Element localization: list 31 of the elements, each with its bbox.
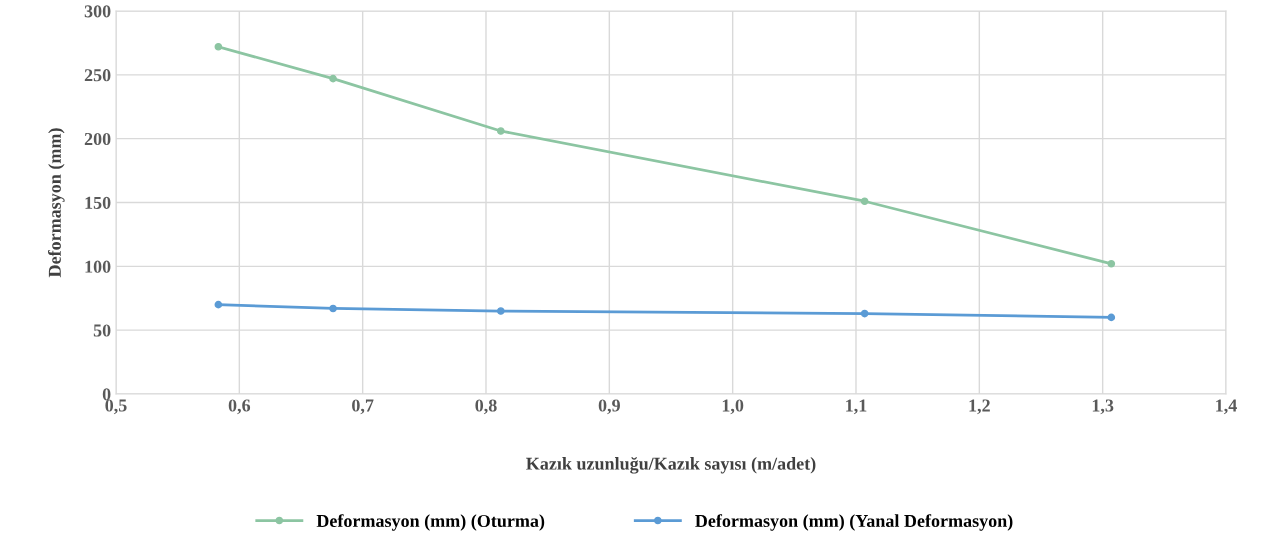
- y-axis-title: Deformasyon (mm): [48, 128, 65, 278]
- point: [214, 42, 223, 51]
- point: [214, 300, 223, 309]
- y-tick-label: 250: [84, 69, 111, 82]
- x-tick-label: 1,2: [969, 399, 990, 415]
- point: [496, 307, 505, 315]
- x-axis-title: Kazık uzunluğu/Kazık sayısı (m/adet): [526, 456, 816, 474]
- y-tick-label: 200: [84, 132, 111, 146]
- x-tick-label: 0,9: [598, 399, 620, 415]
- x-tick-label: 1,0: [722, 399, 744, 415]
- point: [496, 127, 505, 135]
- point: [1107, 259, 1116, 268]
- x-tick-label: 0,8: [475, 399, 497, 415]
- point: [1107, 313, 1116, 322]
- y-tick-label: 150: [85, 196, 111, 209]
- y-tick-label: 50: [93, 324, 111, 337]
- legend-label: Deformasyon (mm) (Oturma): [316, 514, 545, 531]
- x-tick-label: 0,5: [105, 399, 127, 415]
- point: [329, 74, 337, 83]
- x-tick-label: 0,7: [352, 399, 374, 415]
- x-tick-label: 0,6: [228, 399, 251, 415]
- point: [329, 304, 337, 313]
- x-tick-label: 1,3: [1092, 399, 1114, 415]
- point: [860, 197, 869, 206]
- y-tick-label: 100: [85, 260, 111, 273]
- y-tick-label: 0: [102, 388, 111, 401]
- y-tick-label: 300: [84, 5, 111, 18]
- legend-label: Deformasyon (mm) (Yanal Deformasyon): [695, 514, 1013, 531]
- x-tick-label: 1,1: [846, 399, 867, 415]
- x-tick-label: 1,4: [1216, 399, 1237, 415]
- point: [860, 309, 869, 318]
